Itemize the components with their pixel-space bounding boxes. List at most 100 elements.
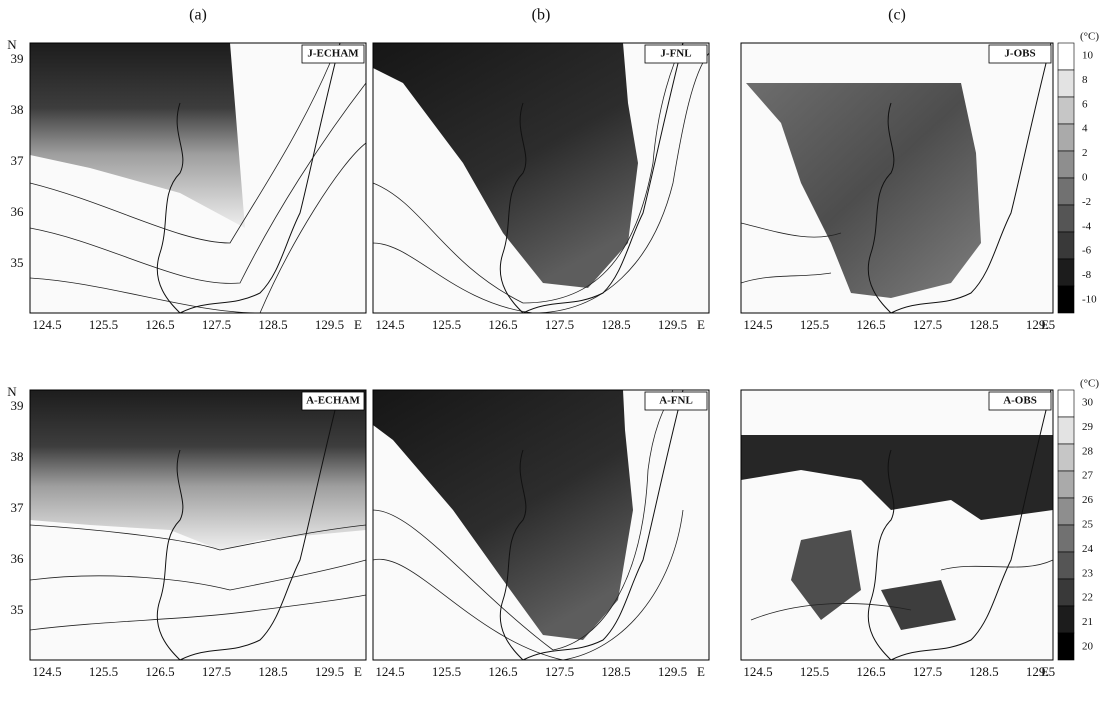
colorbar-band xyxy=(1058,552,1074,579)
column-label: (a) xyxy=(189,7,207,24)
colorbar-band xyxy=(1058,633,1074,660)
colorbar-band xyxy=(1058,43,1074,70)
colorbar-band xyxy=(1058,444,1074,471)
colorbar-tick-label: 21 xyxy=(1082,616,1093,628)
longitude-label: 124.5 xyxy=(32,664,61,679)
longitude-label: 125.5 xyxy=(89,664,118,679)
colorbar-unit: (°C) xyxy=(1080,378,1099,390)
colorbar-band xyxy=(1058,579,1074,606)
longitude-label: 124.5 xyxy=(375,664,404,679)
latitude-label: 38 xyxy=(11,102,24,117)
longitude-label: 126.5 xyxy=(488,317,517,332)
colorbar-band xyxy=(1058,178,1074,205)
panel-label: A-FNL xyxy=(659,395,693,407)
colorbar-band xyxy=(1058,205,1074,232)
panel-label: A-ECHAM xyxy=(306,395,360,407)
latitude-hemisphere: N xyxy=(7,384,17,399)
colorbar-band xyxy=(1058,151,1074,178)
colorbar-tick-label: 23 xyxy=(1082,567,1094,579)
map-panel: J-OBS xyxy=(741,43,1053,313)
longitude-label: 126.5 xyxy=(145,317,174,332)
longitude-label: 124.5 xyxy=(743,317,772,332)
latitude-label: 35 xyxy=(11,602,24,617)
map-panel: J-ECHAM xyxy=(30,43,366,313)
longitude-label: 125.5 xyxy=(89,317,118,332)
colorbar-tick-label: -2 xyxy=(1082,196,1091,208)
longitude-hemisphere: E xyxy=(354,317,362,332)
colorbar-band xyxy=(1058,498,1074,525)
longitude-label: 126.5 xyxy=(145,664,174,679)
colorbar-tick-label: 10 xyxy=(1082,50,1094,62)
latitude-label: 35 xyxy=(11,255,24,270)
longitude-label: 124.5 xyxy=(32,317,61,332)
map-panel: A-OBS xyxy=(741,390,1053,660)
map-panel: A-FNL xyxy=(373,390,709,660)
colorbar-unit: (°C) xyxy=(1080,31,1099,43)
panel-label: J-FNL xyxy=(660,48,691,60)
column-label: (b) xyxy=(532,7,551,24)
colorbar-tick-label: 0 xyxy=(1082,172,1088,184)
longitude-label: 127.5 xyxy=(545,664,574,679)
longitude-label: 127.5 xyxy=(545,317,574,332)
longitude-label: 128.5 xyxy=(601,317,630,332)
colorbar-tick-label: -4 xyxy=(1082,220,1092,232)
colorbar-tick-label: 28 xyxy=(1082,445,1094,457)
latitude-hemisphere: N xyxy=(7,37,17,52)
latitude-label: 36 xyxy=(11,551,25,566)
colorbar-tick-label: 24 xyxy=(1082,543,1094,555)
longitude-label: 124.5 xyxy=(743,664,772,679)
longitude-label: 128.5 xyxy=(969,664,998,679)
map-panel: A-ECHAM xyxy=(30,390,366,660)
longitude-label: 125.5 xyxy=(432,664,461,679)
colorbar-band xyxy=(1058,259,1074,286)
latitude-label: 39 xyxy=(11,51,24,66)
colorbar-band xyxy=(1058,286,1074,313)
colorbar-tick-label: 6 xyxy=(1082,98,1088,110)
longitude-label: 126.5 xyxy=(856,664,885,679)
colorbar-band xyxy=(1058,471,1074,498)
figure: (a)(b)(c)J-ECHAM124.5125.5126.5127.5128.… xyxy=(0,0,1118,712)
colorbar-tick-label: 2 xyxy=(1082,147,1088,159)
colorbar-band xyxy=(1058,124,1074,151)
colorbar-band xyxy=(1058,417,1074,444)
longitude-hemisphere: E xyxy=(1041,317,1049,332)
longitude-label: 125.5 xyxy=(800,317,829,332)
colorbar-tick-label: 22 xyxy=(1082,592,1093,604)
colorbar-band xyxy=(1058,525,1074,552)
longitude-label: 129.5 xyxy=(315,317,344,332)
latitude-label: 39 xyxy=(11,398,24,413)
colorbar-tick-label: 20 xyxy=(1082,641,1094,653)
latitude-label: 37 xyxy=(11,153,25,168)
longitude-hemisphere: E xyxy=(1041,664,1049,679)
latitude-label: 37 xyxy=(11,500,25,515)
colorbar-tick-label: -8 xyxy=(1082,269,1092,281)
colorbar-tick-label: 4 xyxy=(1082,123,1088,135)
colorbar-band xyxy=(1058,390,1074,417)
longitude-label: 125.5 xyxy=(432,317,461,332)
panel-label: J-ECHAM xyxy=(307,48,359,60)
colorbar-band xyxy=(1058,70,1074,97)
colorbar-tick-label: 8 xyxy=(1082,74,1088,86)
longitude-label: 128.5 xyxy=(258,317,287,332)
longitude-label: 129.5 xyxy=(658,317,687,332)
colorbar-tick-label: 30 xyxy=(1082,397,1094,409)
longitude-label: 128.5 xyxy=(969,317,998,332)
longitude-label: 127.5 xyxy=(913,664,942,679)
longitude-label: 127.5 xyxy=(202,317,231,332)
longitude-hemisphere: E xyxy=(697,664,705,679)
colorbar-tick-label: 26 xyxy=(1082,494,1094,506)
latitude-label: 36 xyxy=(11,204,25,219)
colorbar-tick-label: -10 xyxy=(1082,294,1097,306)
colorbar-tick-label: -6 xyxy=(1082,245,1092,257)
map-panel: J-FNL xyxy=(373,43,709,313)
longitude-label: 128.5 xyxy=(601,664,630,679)
colorbar-tick-label: 27 xyxy=(1082,470,1094,482)
longitude-label: 126.5 xyxy=(856,317,885,332)
longitude-label: 127.5 xyxy=(202,664,231,679)
longitude-hemisphere: E xyxy=(354,664,362,679)
longitude-hemisphere: E xyxy=(697,317,705,332)
longitude-label: 129.5 xyxy=(315,664,344,679)
longitude-label: 126.5 xyxy=(488,664,517,679)
panel-label: A-OBS xyxy=(1003,395,1037,407)
colorbar-tick-label: 25 xyxy=(1082,519,1094,531)
